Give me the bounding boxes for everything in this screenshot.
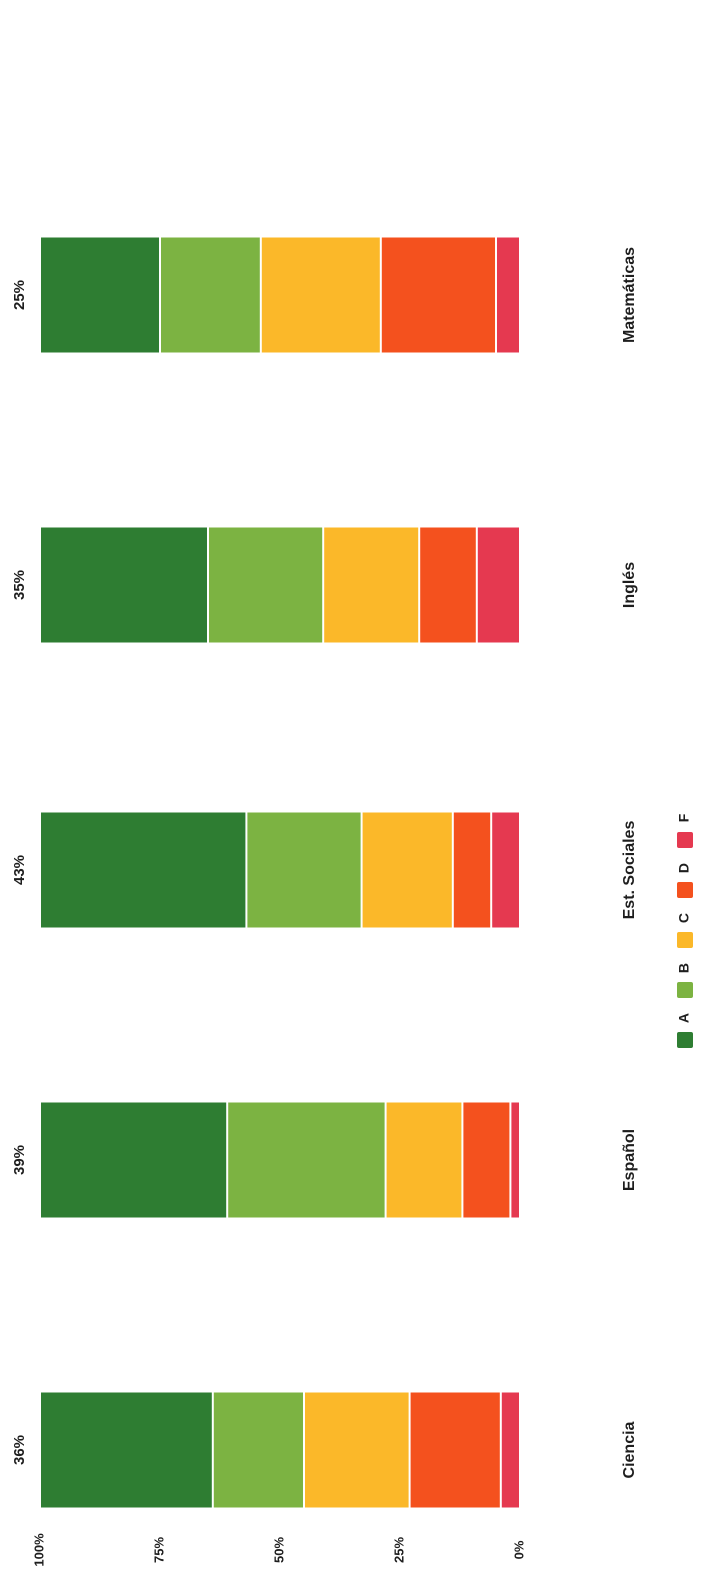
category-label: Est. Sociales <box>621 821 638 920</box>
axis-tick-label: 50% <box>271 1537 286 1563</box>
legend-swatch-B <box>677 982 693 998</box>
legend-swatch-C <box>677 932 693 948</box>
bar-group-1 <box>41 1102 519 1218</box>
legend-swatch-A <box>677 1032 693 1048</box>
bar-segment-F-0 <box>501 1392 519 1508</box>
bar-segment-B-0 <box>213 1392 303 1508</box>
bar-segment-B-1 <box>228 1102 385 1218</box>
bar-segment-C-4 <box>261 237 380 353</box>
bar-segment-C-3 <box>324 527 419 643</box>
bar-segment-F-3 <box>477 527 519 643</box>
bar-segment-D-3 <box>420 527 476 643</box>
bar-segment-B-3 <box>209 527 323 643</box>
category-label: Matemáticas <box>621 247 638 343</box>
legend-swatch-F <box>677 832 693 848</box>
bar-top-label: 35% <box>11 570 28 600</box>
bar-group-2 <box>41 812 519 928</box>
bar-group-4 <box>41 237 519 353</box>
bar-segment-A-0 <box>41 1392 212 1508</box>
bar-segment-B-2 <box>247 812 361 928</box>
category-label: Español <box>621 1129 638 1191</box>
bar-segment-F-4 <box>497 237 519 353</box>
bar-segment-C-1 <box>386 1102 462 1218</box>
bar-segment-D-0 <box>410 1392 500 1508</box>
bar-top-label: 39% <box>11 1145 28 1175</box>
bar-segment-A-1 <box>41 1102 227 1218</box>
bar-group-3 <box>41 527 519 643</box>
category-label: Inglés <box>621 562 638 608</box>
bar-segment-C-2 <box>362 812 452 928</box>
bar-top-label: 43% <box>11 855 28 885</box>
legend-label: C <box>676 913 692 923</box>
legend-label: F <box>676 813 692 822</box>
axis-tick-label: 0% <box>511 1540 526 1559</box>
bar-segment-A-4 <box>41 237 159 353</box>
bar-segment-A-3 <box>41 527 207 643</box>
axis-tick-label: 75% <box>151 1537 166 1563</box>
bar-top-label: 25% <box>11 280 28 310</box>
bar-segment-A-2 <box>41 812 246 928</box>
bar-segment-F-1 <box>511 1102 519 1218</box>
bar-segment-C-0 <box>305 1392 409 1508</box>
category-label: Ciencia <box>621 1421 638 1478</box>
bar-segment-D-2 <box>453 812 491 928</box>
bar-segment-D-4 <box>381 237 495 353</box>
legend-label: B <box>676 963 692 973</box>
bar-top-label: 36% <box>11 1435 28 1465</box>
axis-tick-label: 25% <box>391 1537 406 1563</box>
legend-label: D <box>676 863 692 873</box>
bar-segment-F-2 <box>492 812 519 928</box>
axis-tick-label: 100% <box>31 1533 46 1567</box>
bar-segment-B-4 <box>161 237 260 353</box>
bar-group-0 <box>41 1392 519 1508</box>
legend-label: A <box>676 1013 692 1023</box>
legend-swatch-D <box>677 882 693 898</box>
bar-segment-D-1 <box>463 1102 510 1218</box>
